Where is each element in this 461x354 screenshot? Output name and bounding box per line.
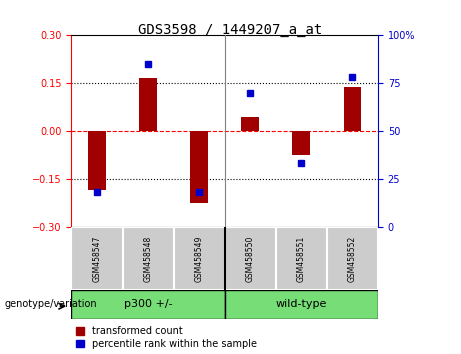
Bar bbox=[292, 131, 310, 155]
Bar bbox=[139, 78, 157, 131]
Bar bbox=[343, 87, 361, 131]
FancyBboxPatch shape bbox=[174, 227, 225, 290]
FancyBboxPatch shape bbox=[71, 227, 123, 290]
Bar bbox=[242, 116, 259, 131]
Text: wild-type: wild-type bbox=[276, 299, 327, 309]
Bar bbox=[190, 131, 208, 202]
Text: GSM458551: GSM458551 bbox=[297, 235, 306, 281]
Text: GSM458547: GSM458547 bbox=[93, 235, 101, 282]
Text: GDS3598 / 1449207_a_at: GDS3598 / 1449207_a_at bbox=[138, 23, 323, 37]
Text: GSM458552: GSM458552 bbox=[348, 235, 357, 281]
FancyBboxPatch shape bbox=[327, 227, 378, 290]
Legend: transformed count, percentile rank within the sample: transformed count, percentile rank withi… bbox=[77, 326, 257, 349]
FancyBboxPatch shape bbox=[71, 290, 225, 319]
FancyBboxPatch shape bbox=[225, 227, 276, 290]
Text: GSM458550: GSM458550 bbox=[246, 235, 255, 282]
Text: p300 +/-: p300 +/- bbox=[124, 299, 172, 309]
FancyBboxPatch shape bbox=[123, 227, 174, 290]
Text: GSM458548: GSM458548 bbox=[143, 235, 153, 281]
FancyBboxPatch shape bbox=[276, 227, 327, 290]
FancyBboxPatch shape bbox=[225, 290, 378, 319]
Text: genotype/variation: genotype/variation bbox=[5, 299, 97, 309]
Text: GSM458549: GSM458549 bbox=[195, 235, 204, 282]
Bar bbox=[88, 131, 106, 190]
